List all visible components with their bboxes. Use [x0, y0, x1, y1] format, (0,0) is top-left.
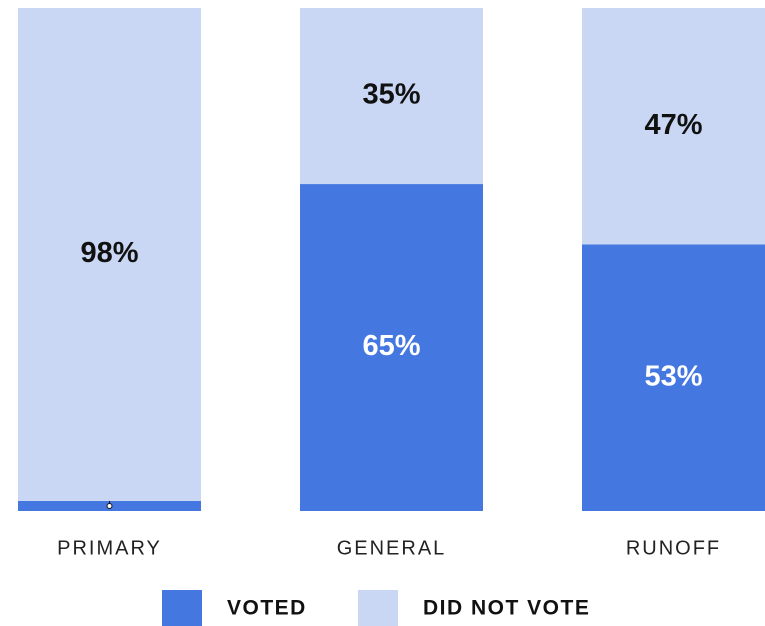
value-label: 47% [644, 109, 702, 141]
value-label: 98% [80, 237, 138, 269]
x-tick-label: PRIMARY [57, 537, 162, 559]
legend-swatch [162, 590, 202, 626]
x-tick-label: RUNOFF [626, 537, 721, 559]
bar-segment [582, 244, 765, 511]
legend-label: VOTED [227, 597, 307, 620]
bar-segment [582, 8, 765, 245]
bar-segment [300, 8, 483, 185]
legend-swatch [358, 590, 398, 626]
x-tick-label: GENERAL [337, 537, 447, 559]
value-label: 53% [644, 360, 702, 392]
bar-segment [18, 8, 201, 501]
legend-label: DID NOT VOTE [423, 597, 590, 620]
leader-dot [106, 502, 113, 509]
value-label: 35% [362, 79, 420, 111]
value-label: 65% [362, 330, 420, 362]
bar-segment [300, 184, 483, 512]
